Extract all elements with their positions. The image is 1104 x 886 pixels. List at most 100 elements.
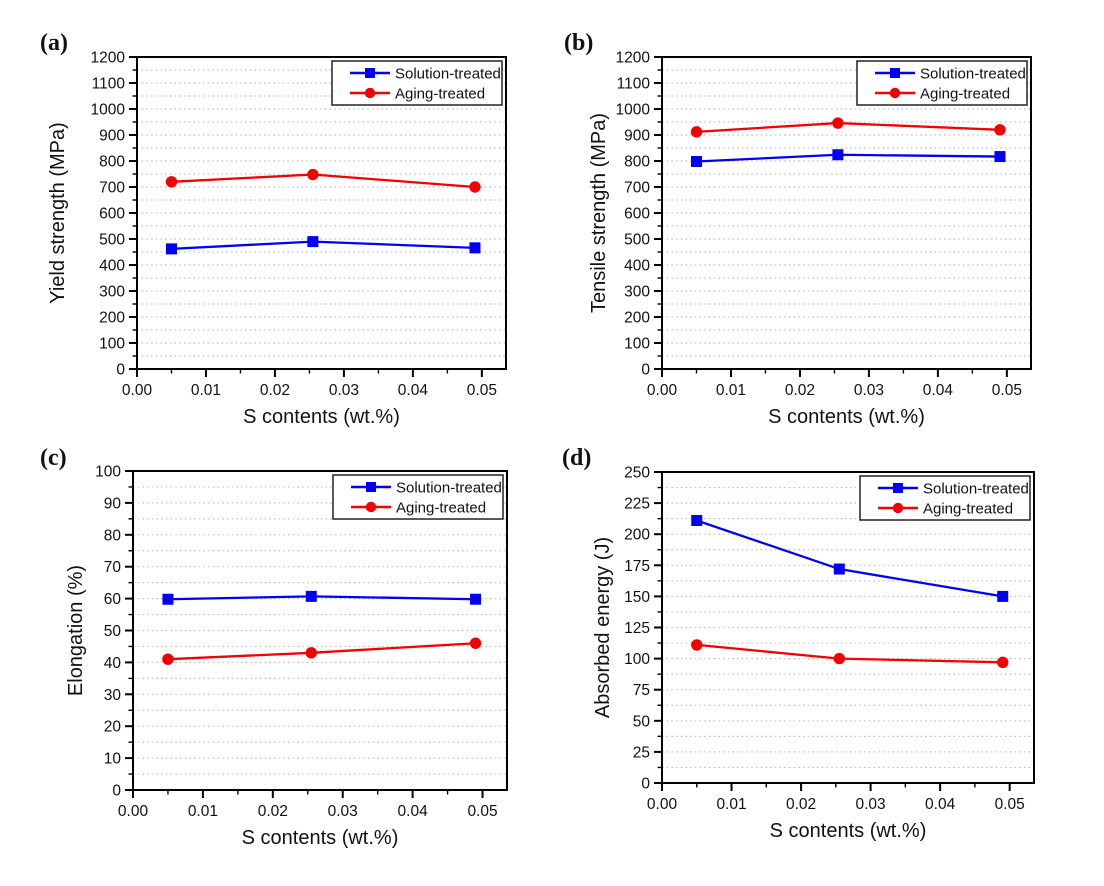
y-tick-label: 1000 [91,102,126,119]
legend-label: Aging-treated [923,500,1013,517]
panel-label-d: (d) [562,445,592,471]
y-tick-label: 1200 [616,50,651,67]
y-tick-label: 700 [99,180,125,197]
legend-item-solution-treated: Solution-treated [878,480,1029,497]
data-point-circle-aging-treated [832,117,844,129]
panel-label-a: (a) [40,30,68,56]
x-tick-label: 0.04 [398,803,429,820]
y-tick-label: 900 [624,128,650,145]
y-tick-label: 225 [624,496,650,513]
legend-item-solution-treated: Solution-treated [350,65,501,82]
y-tick-label: 400 [99,258,125,275]
y-tick-label: 1000 [616,102,651,119]
x-tick-label: 0.00 [647,796,678,813]
panel-label-b: (b) [564,30,594,56]
y-tick-label: 75 [633,682,650,699]
y-tick-label: 600 [99,206,125,223]
chart-elongation: 0 10 20 30 40 50 60 70 80 90 100 0.00 0.01 0.02 0.03 0.… [65,464,508,849]
data-point-square-solution-treated [470,593,482,605]
y-tick-label: 0 [641,776,650,793]
chart-tensile-strength: 0 100 200 300 400 500 600 700 800 900 1000 1100 1200… [588,50,1032,428]
y-axis-title: Tensile strength (MPa) [588,113,610,313]
chart-yield-strength: 0 100 200 300 400 500 600 700 800 900 1000 1100 1200… [47,50,507,428]
data-point-square-solution-treated [832,149,844,161]
data-point-circle-aging-treated [690,126,703,138]
y-tick-label: 1100 [617,76,651,93]
y-tick-label: 1200 [91,50,126,67]
legend-square-marker [365,68,375,78]
data-point-square-solution-treated [690,156,702,168]
x-tick-label: 0.01 [188,803,218,820]
y-tick-label: 200 [624,527,650,544]
legend-item-solution-treated: Solution-treated [875,65,1026,82]
y-tick-label: 0 [112,783,121,800]
data-point-square-solution-treated [833,563,845,575]
legend-square-marker [890,68,900,78]
y-tick-label: 500 [99,232,125,249]
legend-circle-marker [892,502,904,514]
y-tick-label: 500 [624,232,650,249]
y-tick-label: 50 [633,713,651,730]
legend-box [331,60,503,106]
y-tick-label: 100 [99,336,125,353]
y-tick-label: 800 [99,154,125,171]
panel-b: 0 100 200 300 400 500 600 700 800 900 1000 1100 1200… [552,0,1104,443]
y-tick-label: 300 [99,284,125,301]
y-tick-label: 50 [104,623,122,640]
series-line-aging-treated [167,642,476,661]
y-tick-label: 40 [104,655,122,672]
y-tick-label: 800 [624,154,650,171]
legend-item-aging-treated: Aging-treated [351,499,486,516]
legend-item-aging-treated: Aging-treated [875,85,1010,102]
y-tick-label: 1100 [92,76,126,93]
data-point-square-solution-treated [691,515,703,527]
y-tick-label: 200 [99,310,125,327]
legend-label: Aging-treated [396,499,486,516]
x-tick-label: 0.02 [786,796,816,813]
data-point-square-solution-treated [165,243,177,255]
legend-item-aging-treated: Aging-treated [350,85,485,102]
legend-label: Aging-treated [395,85,485,102]
y-tick-label: 90 [104,495,122,512]
x-tick-label: 0.04 [925,796,956,813]
y-tick-label: 175 [624,558,650,575]
y-tick-label: 400 [624,258,650,275]
x-tick-label: 0.05 [992,382,1022,399]
chart-absorbed-energy: 0 25 50 75 100 125 150 175 200 225 250 0.00 0.01 0.02… [592,465,1035,842]
y-tick-label: 100 [624,651,650,668]
x-tick-label: 0.05 [467,382,497,399]
data-point-square-solution-treated [305,590,317,602]
data-point-circle-aging-treated [307,168,319,181]
y-tick-label: 600 [624,206,650,223]
legend-label: Solution-treated [920,65,1026,82]
legend-item-aging-treated: Aging-treated [878,500,1013,517]
series-line-solution-treated [696,519,1003,598]
legend-label: Aging-treated [920,85,1010,102]
x-tick-label: 0.02 [785,382,815,399]
panel-label-c: (c) [40,445,67,471]
y-axis-title: Yield strength (MPa) [47,122,69,304]
legend: Solution-treated Aging-treated [856,60,1028,106]
legend-circle-marker [889,87,901,99]
data-point-square-solution-treated [307,236,319,248]
x-axis-title: S contents (wt.%) [770,820,927,842]
legend: Solution-treated Aging-treated [332,474,504,520]
y-tick-label: 100 [95,464,121,481]
series-line-solution-treated [171,240,476,251]
x-tick-label: 0.00 [122,382,153,399]
legend-label: Solution-treated [923,480,1029,497]
y-tick-label: 20 [104,719,122,736]
y-tick-label: 70 [104,559,122,576]
y-tick-label: 150 [624,589,650,606]
series-line-aging-treated [696,643,1003,664]
x-axis-title: S contents (wt.%) [242,827,399,849]
data-point-circle-aging-treated [691,639,703,651]
x-tick-label: 0.02 [260,382,290,399]
panel-a: 0 100 200 300 400 500 600 700 800 900 1000 1100 1200… [0,0,552,443]
legend-circle-marker [364,87,376,99]
legend-label: Solution-treated [395,65,501,82]
legend-square-marker [366,482,376,492]
x-tick-label: 0.04 [923,382,954,399]
data-point-circle-aging-treated [162,653,174,665]
